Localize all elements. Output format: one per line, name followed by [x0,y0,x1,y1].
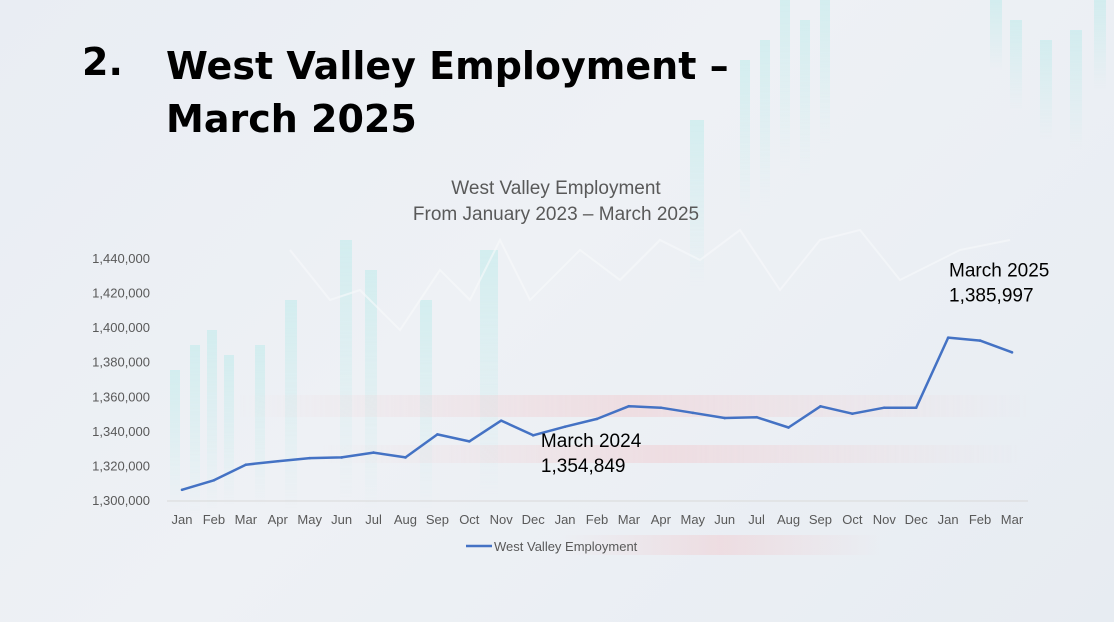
data-point [755,415,758,419]
data-point [180,488,184,492]
x-tick-label: May [297,512,322,527]
data-point [978,339,982,342]
annotation-value: 1,385,997 [949,285,1034,306]
data-point [883,406,886,409]
data-point [244,463,248,467]
data-point [404,456,407,459]
x-tick-label: Jul [365,512,382,527]
data-point [531,434,535,437]
x-tick-label: Aug [394,512,417,527]
y-tick-label: 1,320,000 [92,458,150,473]
x-tick-label: Nov [873,512,897,527]
data-point [276,459,280,463]
data-point [563,425,567,428]
x-tick-label: Jan [938,512,959,527]
legend-label: West Valley Employment [494,539,638,554]
x-tick-label: Mar [618,512,641,527]
data-point [212,478,216,482]
data-point [787,426,790,429]
x-tick-label: Nov [490,512,514,527]
data-point [946,336,950,339]
data-point [595,417,599,421]
chart-annotations: March 2024 1,354,849 March 2025 1,385,997 [541,260,1049,477]
x-tick-label: Mar [235,512,258,527]
chart-title: West Valley Employment [451,178,661,199]
x-tick-label: Feb [586,512,608,527]
legend: West Valley Employment [466,539,638,554]
data-point [723,416,726,420]
data-point [340,456,343,459]
x-tick-label: Jun [331,512,352,527]
data-point [914,406,918,409]
x-tick-label: Apr [651,512,672,527]
x-tick-label: Jun [714,512,735,527]
data-point [436,433,439,436]
slide-title: West Valley Employment – March 2025 [166,40,806,146]
y-tick-label: 1,340,000 [92,424,150,439]
data-point [691,411,695,415]
x-tick-label: Jan [172,512,193,527]
x-tick-label: May [680,512,705,527]
y-tick-label: 1,400,000 [92,320,150,335]
slide-title-line-2: March 2025 [166,97,417,141]
x-tick-label: Mar [1001,512,1024,527]
y-axis: 1,300,000 1,320,000 1,340,000 1,360,000 1,38… [92,251,150,508]
data-point [1010,351,1014,354]
x-tick-label: Oct [842,512,863,527]
annotation-label: March 2025 [949,260,1049,281]
slide-title-line-1: West Valley Employment – [166,44,729,88]
data-point [468,440,471,443]
data-points [180,336,1014,492]
y-tick-label: 1,440,000 [92,251,150,266]
x-tick-label: Feb [969,512,991,527]
y-tick-label: 1,300,000 [92,493,150,508]
slide-number: 2. [82,40,123,84]
x-tick-label: Dec [522,512,546,527]
x-tick-label: Feb [203,512,225,527]
annotation-label: March 2024 [541,431,642,452]
x-tick-label: Dec [905,512,929,527]
annotation-value: 1,354,849 [541,456,626,477]
x-tick-label: Jul [748,512,765,527]
chart-subtitle: From January 2023 – March 2025 [413,204,699,225]
y-tick-label: 1,360,000 [92,389,150,404]
data-point [659,406,663,409]
y-tick-label: 1,420,000 [92,286,150,301]
x-tick-label: Oct [459,512,480,527]
x-tick-label: Jan [555,512,576,527]
data-point [372,451,375,454]
x-tick-label: Sep [426,512,449,527]
data-point [819,404,822,408]
y-tick-label: 1,380,000 [92,355,150,370]
data-point [851,412,854,416]
x-tick-label: Sep [809,512,832,527]
data-point [308,456,311,460]
data-point [499,419,503,422]
x-tick-label: Apr [268,512,289,527]
data-point [627,404,631,408]
x-axis: Jan Feb Mar Apr May Jun Jul Aug Sep Oct Nov Dec Jan F… [172,512,1024,527]
x-tick-label: Aug [777,512,800,527]
